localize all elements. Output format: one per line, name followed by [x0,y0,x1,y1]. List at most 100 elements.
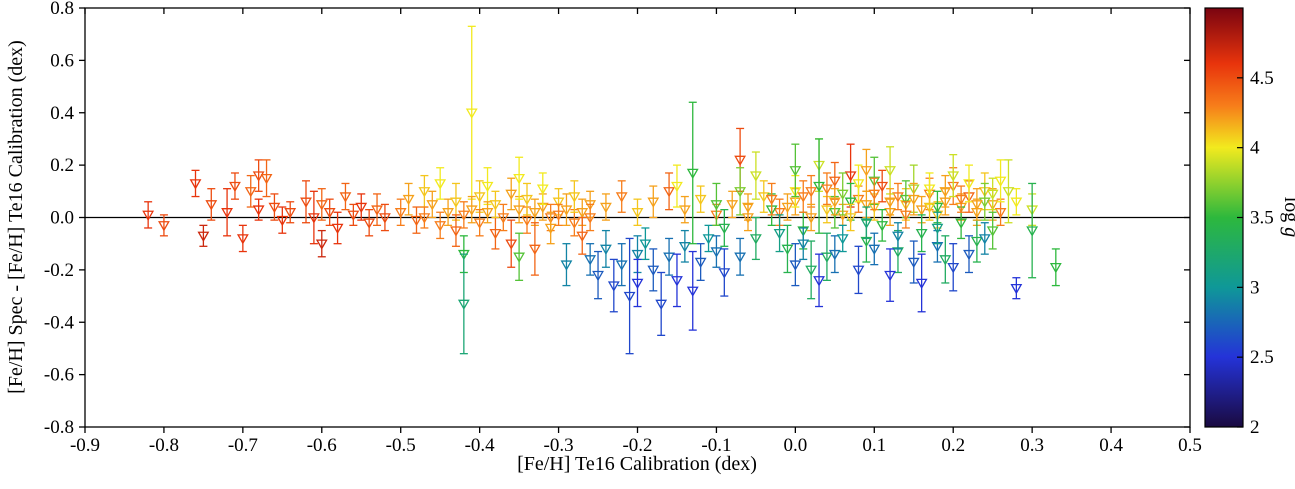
data-point [639,227,652,261]
data-point [434,211,447,240]
data-point [600,229,612,268]
colorbar-gradient[interactable] [1204,7,1244,428]
data-point [781,193,794,221]
data-point [528,222,541,276]
data-point [671,253,683,308]
data-point [363,208,376,237]
data-point [978,182,991,221]
data-point [915,253,928,313]
data-point [434,167,447,200]
x-tick-label: -0.2 [622,435,652,456]
data-point [623,237,636,355]
data-point [876,208,889,242]
data-point [505,177,518,211]
data-point [884,248,896,302]
data-point [355,193,368,221]
data-point [899,201,912,229]
plot-axes: -0.9 -0.8 -0.7 -0.6 -0.5 -0.4 -0.3 -0.2 -0.1 0.0 0… [44,0,1202,456]
data-point [1010,277,1023,300]
data-point [544,211,557,245]
data-point [205,188,218,221]
data-point [939,174,952,208]
data-point [915,214,928,253]
data-point [457,253,470,355]
data-point [963,164,975,203]
data-point [773,214,786,253]
colorbar[interactable]: 2 2.5 3 3.5 4 4.5 [1204,7,1274,438]
data-point [813,138,825,234]
data-point [710,182,723,227]
data-point [592,250,604,300]
data-point [663,172,675,211]
data-point [821,172,833,206]
data-point [331,211,344,245]
data-point [828,188,841,216]
data-point [260,159,273,198]
data-point [513,156,526,200]
data-point [560,243,573,287]
data-point [576,216,589,255]
data-point [465,195,478,224]
data-point [805,174,818,208]
data-point [702,224,715,253]
x-tick-label: -0.8 [149,435,179,456]
data-point [868,232,881,266]
data-point [402,182,415,216]
data-point [465,25,478,200]
data-point [694,243,707,282]
data-point [844,203,857,232]
data-point [781,224,794,274]
data-point [1002,159,1015,224]
data-point [742,203,754,232]
data-point [852,245,865,295]
data-points-layer [142,25,1062,355]
colorbar-tick-label: 2.5 [1250,347,1274,368]
data-point [686,250,699,331]
y-tick-label: 0.2 [50,155,74,176]
data-point [489,216,502,250]
x-tick-label: 0.5 [1178,435,1202,456]
data-point [749,151,762,200]
data-point [805,203,818,232]
data-point [631,258,644,308]
colorbar-axis-label: log g [1280,197,1295,238]
data-point [1026,182,1039,279]
x-tick-label: -0.5 [386,435,416,456]
data-point [584,203,597,232]
data-point [860,148,873,192]
x-tick-label: -0.3 [544,435,574,456]
data-point [686,101,699,245]
x-tick-label: 0.4 [1099,435,1123,456]
data-point [828,235,841,274]
data-point [757,180,770,213]
data-point [923,193,936,221]
data-point [244,174,257,208]
data-point [158,214,170,237]
data-point [1010,188,1023,216]
data-point [797,227,810,261]
colorbar-tick-label: 2 [1250,417,1260,438]
x-tick-label: -0.4 [465,435,496,456]
x-tick-label: 0.3 [1020,435,1044,456]
x-tick-label: -0.7 [228,435,258,456]
data-point [789,243,802,287]
data-point [821,232,833,282]
y-tick-label: 0.8 [50,0,74,19]
data-point [876,169,889,203]
x-tick-label: -0.9 [70,435,100,456]
data-point [276,206,289,234]
data-point [323,198,336,227]
data-point [197,224,210,247]
data-point [671,164,683,208]
data-point [718,248,731,297]
data-point [986,177,999,211]
data-point [647,185,660,219]
data-point [252,198,265,221]
data-point [907,182,920,216]
data-point [513,232,526,282]
data-point [418,206,431,229]
data-point [970,219,983,263]
x-tick-label: -0.1 [701,435,731,456]
